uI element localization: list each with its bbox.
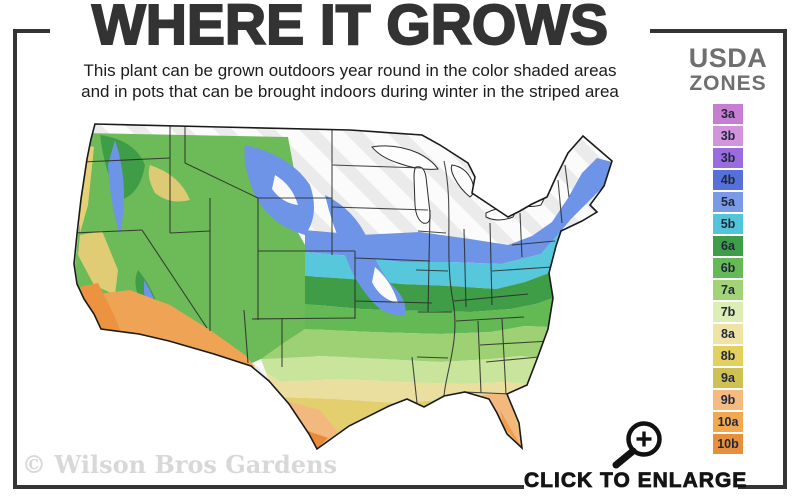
map-zone-shading <box>74 124 612 449</box>
zone-swatch-7a: 7a <box>713 280 743 300</box>
magnifier-plus-icon[interactable] <box>600 412 670 470</box>
state-borders <box>74 125 570 404</box>
subtitle: This plant can be grown outdoors year ro… <box>40 60 660 102</box>
zone-swatch-10b: 10b <box>713 434 743 454</box>
zone-swatch-10a: 10a <box>713 412 743 432</box>
zone-swatch-8b: 8b <box>713 346 743 366</box>
zone-swatch-9a: 9a <box>713 368 743 388</box>
click-to-enlarge-button[interactable]: CLICK TO ENLARGE <box>524 469 748 493</box>
zone-swatch-3b: 3b <box>713 148 743 168</box>
zone-swatch-7b: 7b <box>713 302 743 322</box>
watermark: © Wilson Bros Gardens <box>22 450 337 479</box>
legend-title-zones: ZONES <box>689 72 767 95</box>
zone-swatch-9b: 9b <box>713 390 743 410</box>
usda-zones-us-map[interactable] <box>20 105 670 475</box>
zone-swatch-6a: 6a <box>713 236 743 256</box>
page-title: WHERE IT GROWS <box>50 0 650 57</box>
zone-swatch-5b: 5b <box>713 214 743 234</box>
usda-zones-legend: USDA ZONES 3a 3b 3b 4b 5a 5b 6a 6b 7a 7b 8a 8b 9a 9b 1… <box>687 44 769 454</box>
zone-swatch-4b: 4b <box>713 170 743 190</box>
zone-swatch-3b: 3b <box>713 126 743 146</box>
legend-title-usda: USDA <box>688 43 768 73</box>
zone-swatch-3a: 3a <box>713 104 743 124</box>
zone-list: 3a 3b 3b 4b 5a 5b 6a 6b 7a 7b 8a 8b 9a 9b 10a 10b <box>687 104 769 454</box>
subtitle-line-2: and in pots that can be brought indoors … <box>81 82 619 101</box>
us-outline <box>73 123 613 451</box>
zone-swatch-8a: 8a <box>713 324 743 344</box>
zone-swatch-6b: 6b <box>713 258 743 278</box>
subtitle-line-1: This plant can be grown outdoors year ro… <box>83 61 617 80</box>
zone-swatch-5a: 5a <box>713 192 743 212</box>
